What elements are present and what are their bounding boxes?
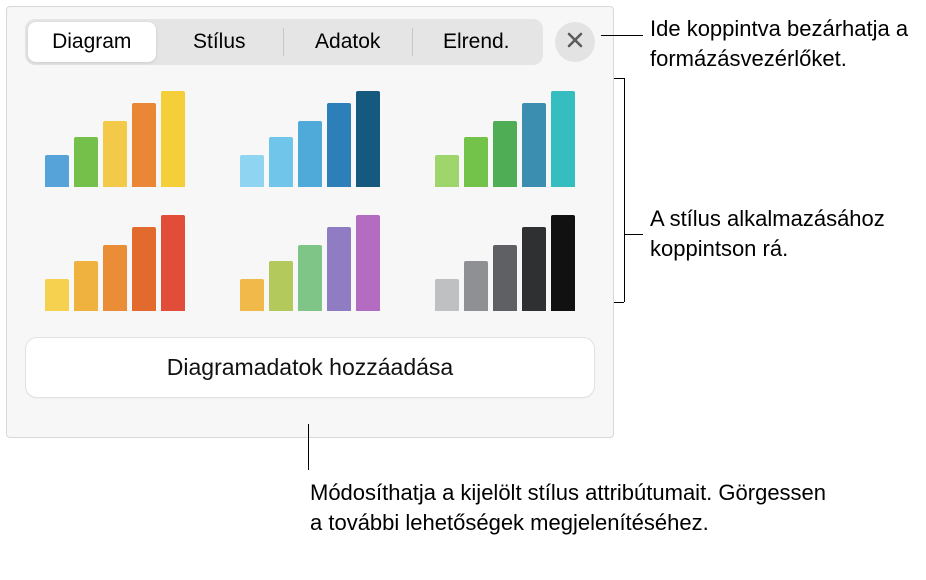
chart-styles-grid [25,91,595,311]
chart-style-bar [103,245,127,311]
tab-diagram-label: Diagram [52,30,131,53]
callout-close-text: Ide koppintva bezárhatja a formázásvezér… [650,14,920,73]
chart-style-bar [74,261,98,311]
chart-style-bar [493,121,517,187]
chart-style-bar [161,215,185,311]
chart-style-option-2[interactable] [230,91,391,187]
panel-header: Diagram Stílus Adatok Elrend. [25,19,595,65]
close-button[interactable] [555,22,595,62]
tab-style[interactable]: Stílus [156,22,284,62]
chart-style-bar [161,91,185,187]
callout-modify-text: Módosíthatja a kijelölt stílus attribútu… [310,478,830,537]
close-icon [566,31,584,54]
chart-style-bar [298,121,322,187]
chart-style-bar [493,245,517,311]
format-panel: Diagram Stílus Adatok Elrend. Diagramada… [6,6,614,438]
chart-style-bar [240,279,264,311]
chart-style-bar [74,137,98,187]
callout-apply-style-text: A stílus alkalmazásához koppintson rá. [650,204,920,263]
chart-style-bar [269,261,293,311]
chart-style-option-5[interactable] [230,215,391,311]
chart-style-bar [45,155,69,187]
tab-group: Diagram Stílus Adatok Elrend. [25,19,543,65]
tab-data-label: Adatok [315,30,380,53]
tab-layout-label: Elrend. [443,30,510,53]
chart-style-option-3[interactable] [424,91,585,187]
chart-style-bar [240,155,264,187]
chart-style-option-4[interactable] [35,215,196,311]
tab-layout[interactable]: Elrend. [413,22,541,62]
chart-style-option-1[interactable] [35,91,196,187]
chart-style-bar [551,215,575,311]
chart-style-bar [551,91,575,187]
chart-style-bar [132,227,156,311]
chart-style-bar [356,91,380,187]
callout-leader-line [625,234,643,235]
callout-leader-line [614,302,624,303]
chart-style-bar [327,227,351,311]
chart-style-bar [522,103,546,187]
chart-style-bar [327,103,351,187]
chart-style-bar [298,245,322,311]
chart-style-bar [435,279,459,311]
chart-style-bar [522,227,546,311]
callout-leader-line [308,424,309,470]
callout-leader-line [601,35,643,36]
chart-style-bar [464,261,488,311]
chart-style-bar [103,121,127,187]
chart-style-bar [269,137,293,187]
callout-leader-line [614,78,624,79]
tab-diagram[interactable]: Diagram [28,22,156,62]
callout-leader-line [624,78,625,302]
tab-style-label: Stílus [193,30,246,53]
chart-style-bar [356,215,380,311]
chart-style-option-6[interactable] [424,215,585,311]
chart-style-bar [464,137,488,187]
tab-data[interactable]: Adatok [284,22,412,62]
add-chart-data-button[interactable]: Diagramadatok hozzáadása [25,337,595,398]
chart-style-bar [45,279,69,311]
add-chart-data-label: Diagramadatok hozzáadása [167,354,453,380]
chart-style-bar [435,155,459,187]
chart-style-bar [132,103,156,187]
